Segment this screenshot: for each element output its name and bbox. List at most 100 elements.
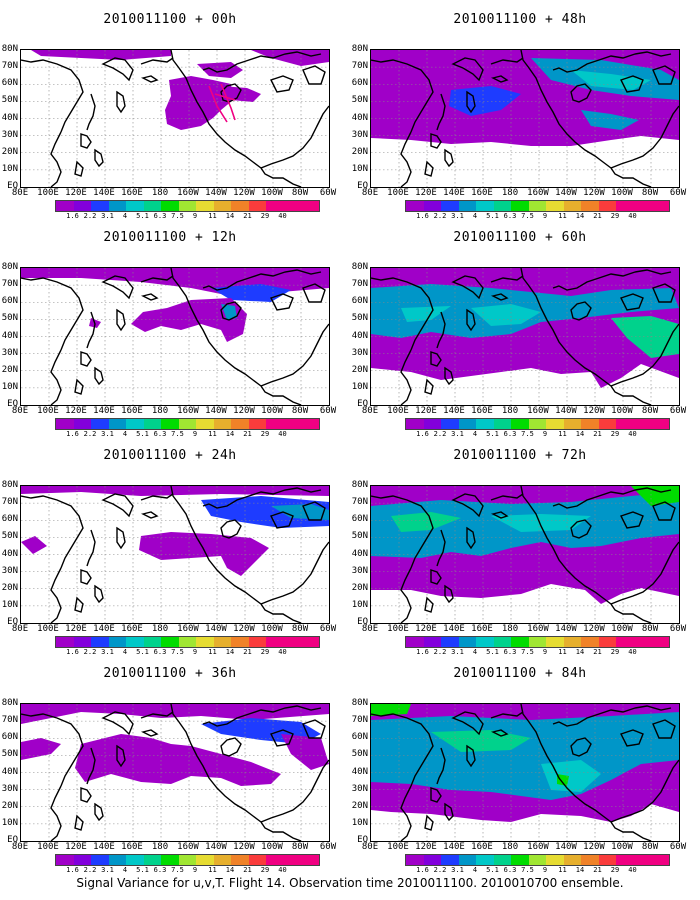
latitude-tick-label: 30N (1, 347, 18, 358)
colorbar-tick-label: 1.6 (66, 430, 79, 438)
latitude-tick-label: 80N (1, 44, 18, 54)
colorbar-swatch (56, 201, 74, 211)
coastline (652, 65, 676, 85)
colorbar-swatch (598, 419, 616, 429)
latitude-tick-label: 10N (351, 817, 368, 828)
colorbar-swatch (108, 637, 126, 647)
longitude-tick-label: 60W (669, 188, 687, 198)
colorbar-tick-label: 11 (208, 430, 217, 438)
colorbar-tick-label: 7.5 (171, 430, 184, 438)
colorbar-swatch (126, 201, 144, 211)
longitude-tick-label: 160E (471, 624, 493, 634)
coastline (424, 814, 434, 831)
colorbar-tick-label: 4 (472, 212, 478, 220)
map-panel-84h: 2010011100 + 84h 80N 70N 60N 50N 40N 30N 20N 10N… (350, 660, 690, 878)
variance-contour-fill (611, 316, 679, 358)
colorbar-swatch (651, 637, 669, 647)
colorbar-swatch (196, 637, 214, 647)
colorbar-tick-label: 4 (472, 648, 478, 656)
longitude-tick-label: 140W (555, 842, 577, 852)
colorbar-tick-label: 6.3 (503, 430, 517, 438)
colorbar-swatch (511, 855, 529, 865)
colorbar-swatch (476, 419, 494, 429)
latitude-tick-label: EQ (7, 835, 18, 845)
colorbar-tick-label: 40 (628, 866, 637, 874)
coastline (116, 308, 126, 332)
longitude-tick-label: 100W (611, 406, 633, 416)
coastline (570, 737, 592, 757)
latitude-tick-label: 60N (1, 514, 18, 525)
latitude-tick-label: EQ (7, 181, 18, 191)
coastline (610, 167, 652, 187)
coastline (610, 603, 652, 623)
colorbar-swatch (108, 855, 126, 865)
longitude-tick-label: 120W (233, 188, 255, 198)
coastline (260, 759, 329, 823)
coastline (170, 486, 262, 605)
colorbar-tick-label: 14 (225, 866, 235, 874)
latitude-tick-label: 80N (351, 698, 368, 708)
longitude-tick-label: 100E (387, 188, 409, 198)
coastline (371, 59, 434, 133)
latitude-tick-label: EQ (357, 399, 368, 409)
longitude-tick-label: 100E (37, 406, 59, 416)
colorbar (55, 636, 320, 648)
coastline (444, 148, 454, 168)
colorbar-swatch (493, 637, 511, 647)
coastline (451, 493, 484, 518)
colorbar-swatch (458, 201, 476, 211)
longitude-tick-label: 60W (669, 624, 687, 634)
colorbar-swatch (406, 637, 424, 647)
latitude-tick-label: 80N (1, 262, 18, 272)
coastline (436, 311, 446, 349)
longitude-tick-label: 140E (443, 842, 465, 852)
colorbar-swatch (476, 637, 494, 647)
colorbar-swatch (126, 855, 144, 865)
flight-track (208, 83, 236, 123)
colorbar-tick-label: 21 (243, 212, 252, 220)
colorbar-swatch (73, 855, 91, 865)
longitude-tick-label: 80W (641, 624, 659, 634)
latitude-tick-label: 70N (1, 715, 18, 726)
coastline (140, 275, 174, 283)
colorbar-tick-label: 11 (208, 866, 217, 874)
colorbar-tick-label: 21 (593, 430, 602, 438)
colorbar-swatch (476, 855, 494, 865)
panel-title: 2010011100 + 36h (103, 666, 237, 681)
latitude-tick-label: 50N (351, 95, 368, 106)
latitude-tick-label: 40N (1, 330, 18, 341)
coastline (86, 747, 96, 785)
colorbar-tick-label: 7.5 (521, 212, 534, 220)
coastline (80, 351, 92, 367)
colorbar-tick-label: 6.3 (503, 648, 517, 656)
coastline (74, 596, 84, 613)
coastline (520, 486, 612, 605)
coastline (302, 501, 326, 521)
latitude-tick-label: 40N (351, 330, 368, 341)
coastline (140, 493, 174, 501)
coastline (74, 160, 84, 177)
colorbar-swatch (73, 637, 91, 647)
latitude-tick-label: 40N (1, 112, 18, 123)
variance-contour-fill (271, 504, 329, 520)
coastline (490, 293, 509, 301)
signal-variance-map (20, 485, 330, 624)
longitude-tick-label: 80W (291, 188, 309, 198)
colorbar (55, 200, 320, 212)
colorbar-swatch (528, 419, 546, 429)
colorbar-tick-label: 21 (593, 648, 602, 656)
colorbar-tick-label: 4 (122, 648, 128, 656)
longitude-tick-label: 140E (443, 624, 465, 634)
colorbar-swatch (633, 855, 651, 865)
longitude-tick-label: 140E (93, 188, 115, 198)
coastline (21, 277, 84, 351)
variance-contour-fill (197, 62, 243, 78)
coastline (552, 51, 672, 73)
colorbar-tick-label: 2.2 (83, 648, 97, 656)
variance-contour-fill (139, 532, 269, 576)
colorbar-swatch (56, 855, 74, 865)
longitude-tick-label: 160W (527, 188, 549, 198)
coastline (430, 569, 442, 585)
colorbar-swatch (493, 855, 511, 865)
colorbar-labels: 1.6 2.2 3.1 4 5.1 6.3 7.5 9 11 14 21 29 40 (405, 866, 667, 876)
